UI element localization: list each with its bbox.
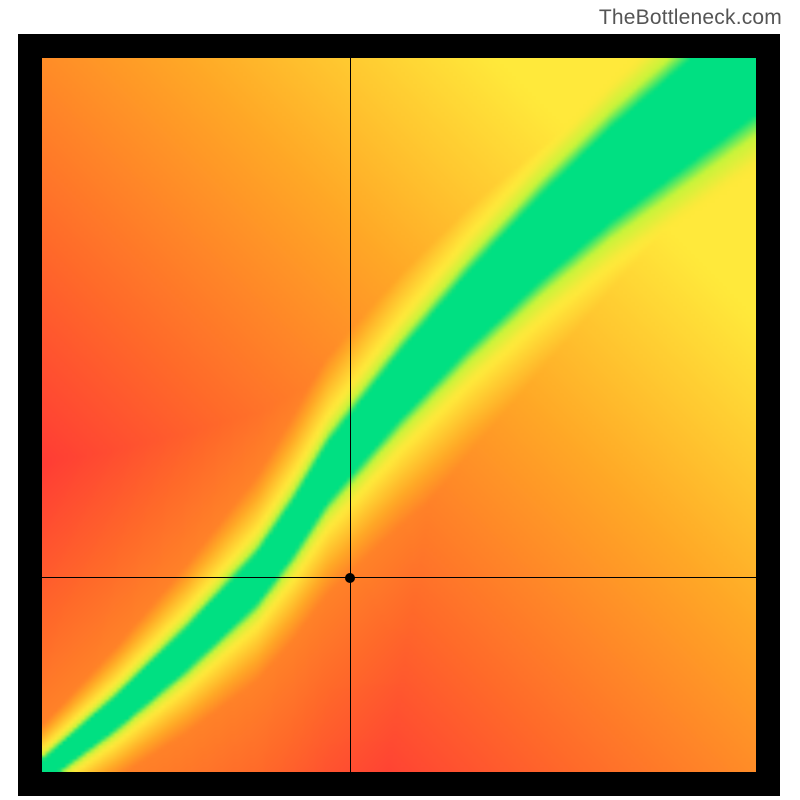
crosshair-vertical	[350, 58, 351, 772]
crosshair-horizontal	[42, 577, 756, 578]
watermark-text: TheBottleneck.com	[599, 6, 782, 30]
data-point-marker	[345, 573, 355, 583]
plot-area	[42, 58, 756, 772]
root-container: TheBottleneck.com	[0, 0, 800, 800]
heatmap-canvas	[42, 58, 756, 772]
